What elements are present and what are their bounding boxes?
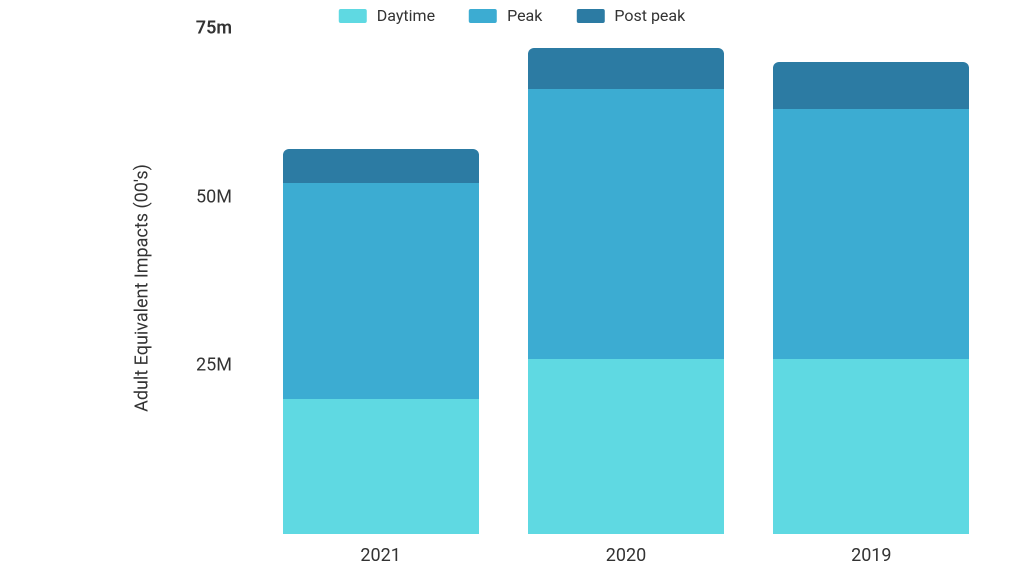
bar-group	[773, 62, 969, 534]
legend-label: Post peak	[614, 6, 685, 25]
bars-container	[258, 28, 994, 534]
bar-segment-postpeak	[773, 62, 969, 109]
bar-group	[528, 48, 724, 534]
bar-segment-daytime	[528, 359, 724, 534]
bar-segment-postpeak	[528, 48, 724, 88]
legend-swatch	[576, 9, 604, 23]
bar-segment-peak	[528, 89, 724, 359]
legend-item: Peak	[469, 6, 542, 25]
plot-area: 25M50M75m	[258, 28, 994, 534]
y-tick-label: 75m	[32, 18, 232, 39]
y-tick-label: 50M	[32, 186, 232, 207]
legend-item: Post peak	[576, 6, 685, 25]
x-axis-labels: 2021 2020 2019	[258, 545, 994, 566]
bar-segment-peak	[283, 183, 479, 399]
bar-segment-daytime	[283, 399, 479, 534]
bar-segment-postpeak	[283, 149, 479, 183]
legend-label: Daytime	[377, 6, 435, 25]
x-tick-label: 2021	[283, 545, 479, 566]
x-tick-label: 2019	[773, 545, 969, 566]
y-tick-label: 25M	[32, 355, 232, 376]
legend-item: Daytime	[339, 6, 435, 25]
bar-segment-daytime	[773, 359, 969, 534]
bar-segment-peak	[773, 109, 969, 359]
chart-legend: Daytime Peak Post peak	[339, 6, 685, 25]
stacked-bar-chart: Adult Equivalent Impacts (00's) DaytimeP…	[0, 0, 1024, 576]
legend-label: Peak	[507, 6, 542, 25]
legend-swatch	[469, 9, 497, 23]
bar-group	[283, 149, 479, 534]
x-tick-label: 2020	[528, 545, 724, 566]
legend-swatch	[339, 9, 367, 23]
